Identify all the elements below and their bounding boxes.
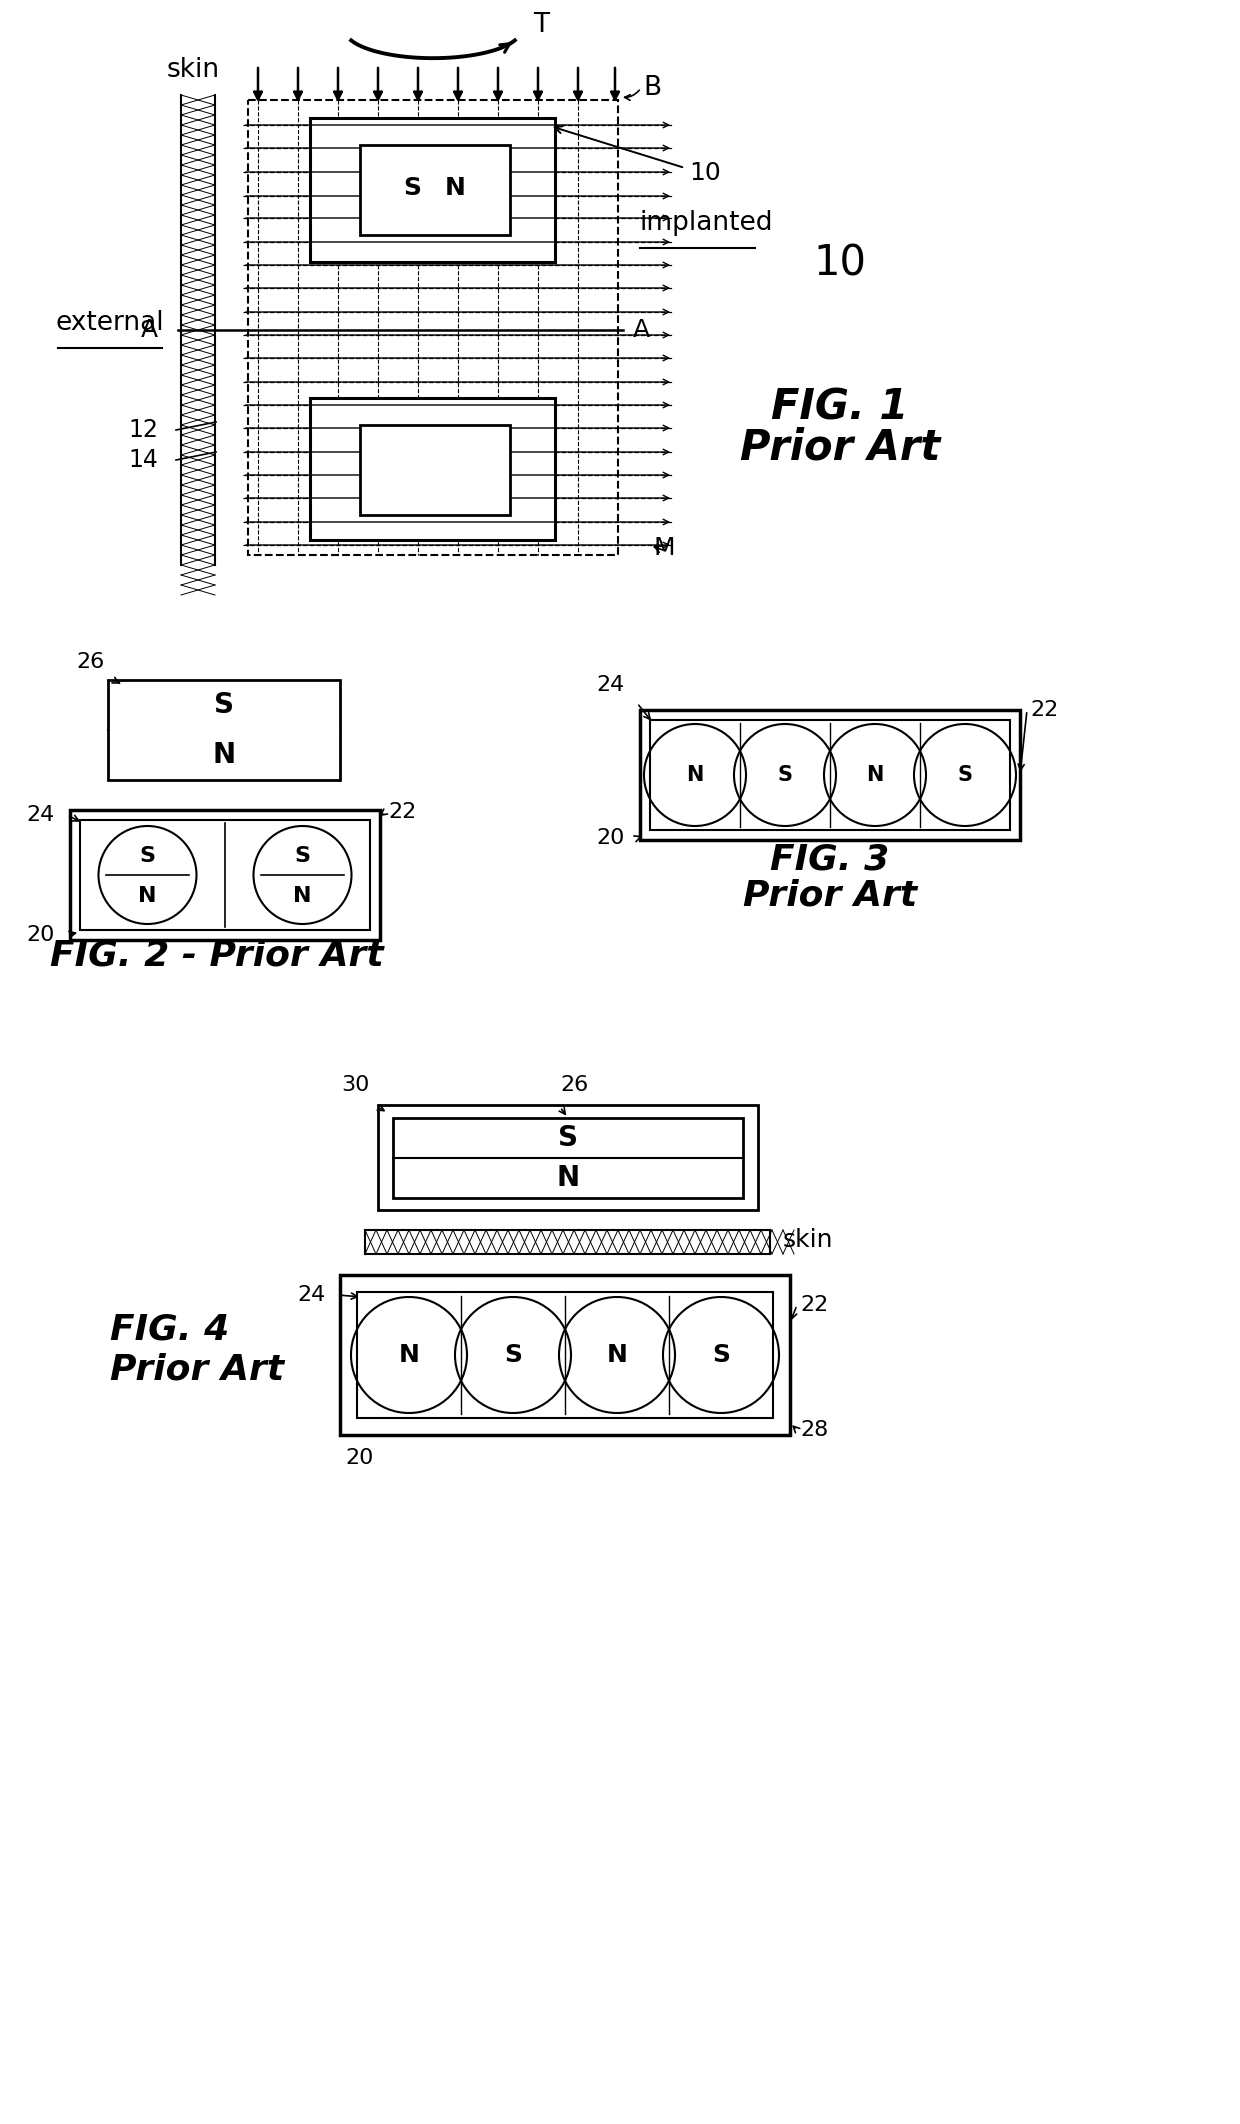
Text: 24: 24 <box>298 1285 326 1304</box>
Bar <box>378 1104 758 1211</box>
Text: 24: 24 <box>596 675 625 695</box>
Text: B: B <box>644 74 661 102</box>
Text: FIG. 3: FIG. 3 <box>770 843 889 877</box>
Text: N: N <box>138 886 156 905</box>
Text: 20: 20 <box>345 1449 373 1468</box>
Text: N: N <box>686 765 703 786</box>
Bar <box>69 809 379 941</box>
Bar <box>650 720 1011 830</box>
Text: skin: skin <box>166 57 219 83</box>
Bar <box>640 709 1021 839</box>
Text: M: M <box>653 535 675 561</box>
Bar <box>310 397 556 539</box>
Text: Prior Art: Prior Art <box>740 427 940 469</box>
Text: 22: 22 <box>800 1296 828 1315</box>
Text: FIG. 2 - Prior Art: FIG. 2 - Prior Art <box>50 939 383 973</box>
Text: S: S <box>215 690 234 720</box>
Text: S: S <box>295 845 310 867</box>
Bar <box>310 119 556 261</box>
Text: A: A <box>632 319 650 342</box>
Text: external: external <box>56 310 165 336</box>
Bar <box>360 425 510 514</box>
Bar <box>81 820 370 930</box>
Text: 22: 22 <box>388 803 417 822</box>
Text: S: S <box>558 1124 578 1151</box>
Text: 10: 10 <box>813 242 867 285</box>
Text: S: S <box>503 1342 522 1368</box>
Text: 26: 26 <box>77 652 105 671</box>
Bar <box>248 100 618 554</box>
Bar <box>108 680 340 780</box>
Text: 28: 28 <box>800 1421 828 1440</box>
Bar <box>357 1291 773 1419</box>
Text: N: N <box>398 1342 419 1368</box>
Text: S: S <box>777 765 792 786</box>
Text: Prior Art: Prior Art <box>743 877 918 911</box>
Text: N: N <box>557 1164 579 1192</box>
Text: N: N <box>293 886 311 905</box>
Text: N: N <box>867 765 884 786</box>
Text: T: T <box>533 13 549 38</box>
Text: 20: 20 <box>596 828 625 847</box>
Text: N: N <box>445 176 466 200</box>
Text: FIG. 4: FIG. 4 <box>110 1313 229 1347</box>
Bar <box>340 1274 790 1436</box>
Text: 10: 10 <box>689 161 720 185</box>
Text: S: S <box>957 765 972 786</box>
Text: A: A <box>141 319 157 342</box>
Text: 30: 30 <box>342 1075 370 1096</box>
Text: S: S <box>139 845 155 867</box>
Text: implanted: implanted <box>640 210 774 236</box>
Text: N: N <box>212 741 236 769</box>
Text: Prior Art: Prior Art <box>110 1353 284 1387</box>
Text: 12: 12 <box>128 418 157 442</box>
Text: N: N <box>606 1342 627 1368</box>
Bar <box>360 144 510 236</box>
Text: 14: 14 <box>128 448 157 472</box>
Text: 26: 26 <box>560 1075 588 1096</box>
Text: skin: skin <box>782 1228 833 1251</box>
Text: 20: 20 <box>26 924 55 945</box>
Text: S: S <box>403 176 422 200</box>
Text: S: S <box>712 1342 730 1368</box>
Text: 24: 24 <box>27 805 55 824</box>
Bar <box>393 1117 743 1198</box>
Text: FIG. 1: FIG. 1 <box>771 387 909 429</box>
Text: 22: 22 <box>1030 701 1058 720</box>
